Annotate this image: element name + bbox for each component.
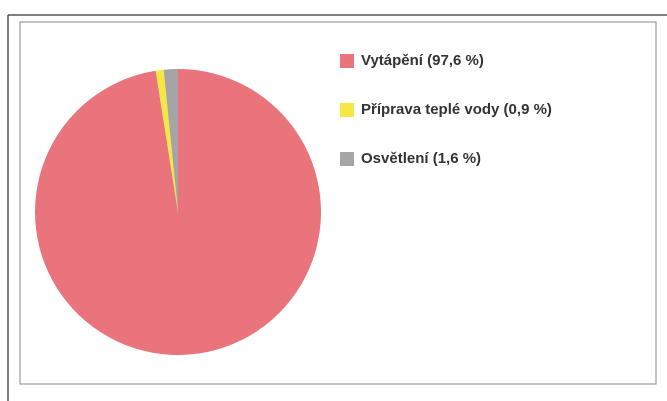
pie-slice	[155, 69, 178, 212]
legend-label: Příprava teplé vody (0,9 %)	[361, 101, 552, 118]
chart-border	[19, 21, 657, 385]
legend-swatch	[340, 103, 354, 117]
legend-label: Osvětlení (1,6 %)	[361, 150, 481, 167]
legend-label: Vytápění (97,6 %)	[361, 52, 484, 69]
pie-slice	[34, 69, 321, 355]
legend-swatch	[340, 54, 354, 68]
pie-slice	[163, 69, 178, 212]
legend-swatch	[340, 152, 354, 166]
